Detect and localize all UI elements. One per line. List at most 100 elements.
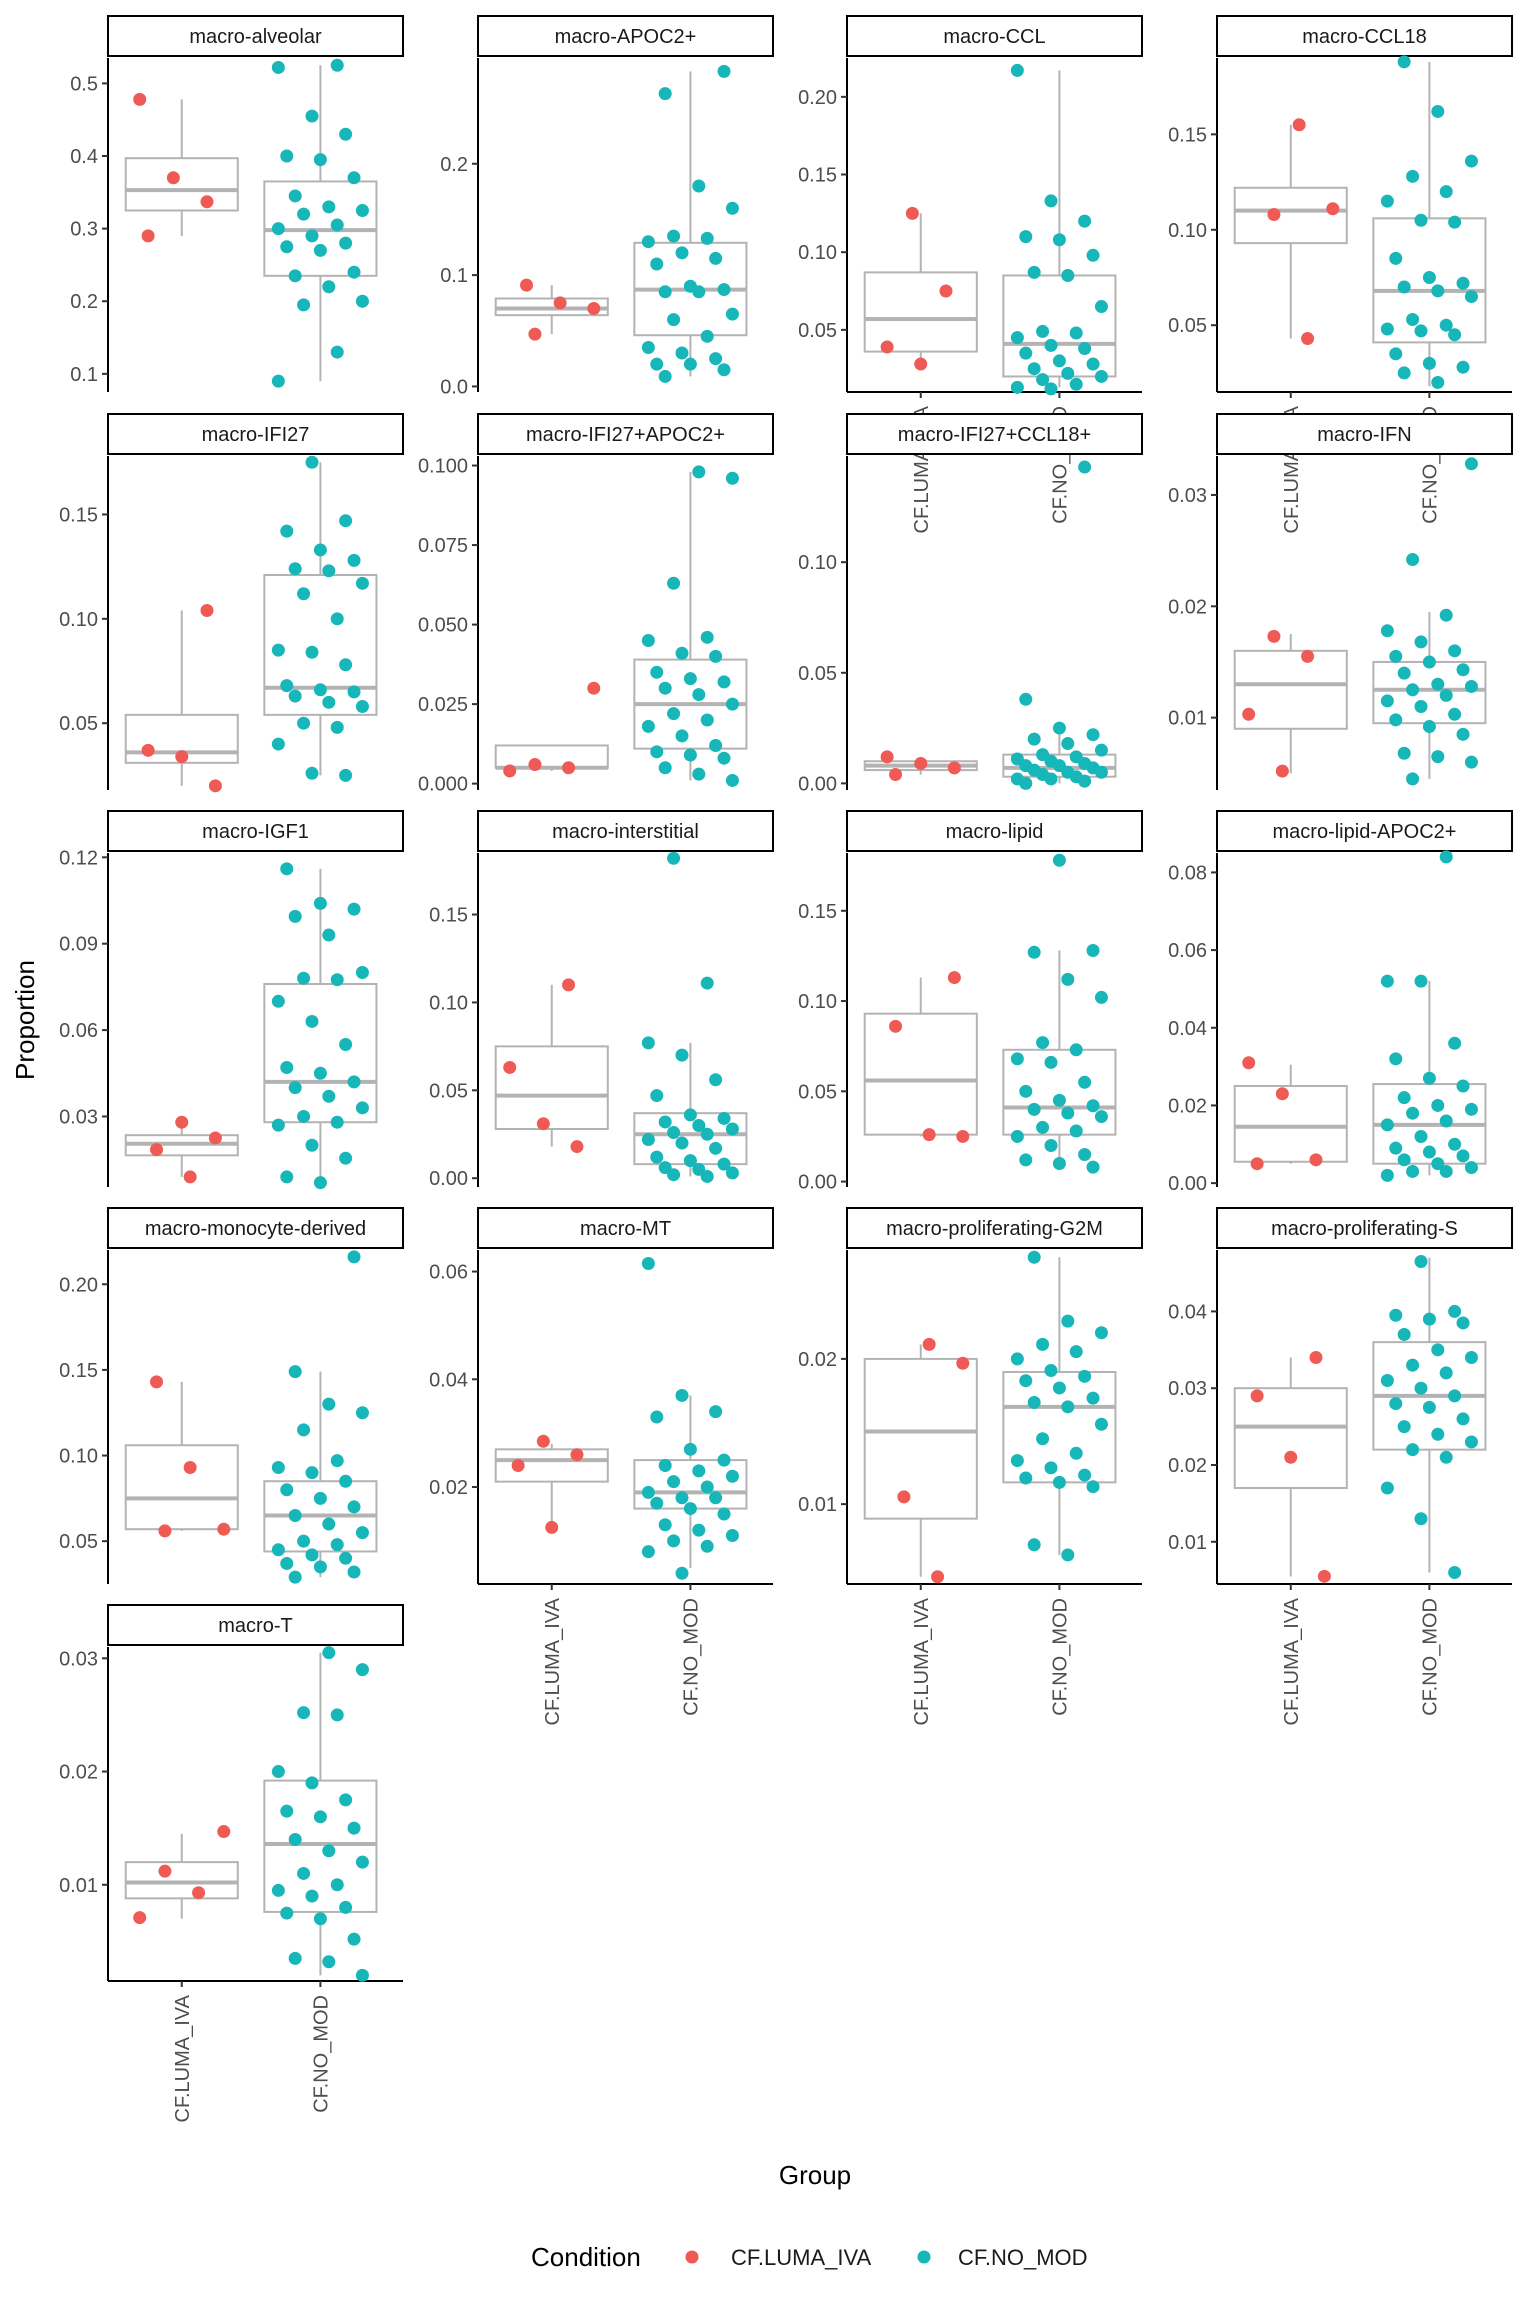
y-tick-label: 0.04 [1168, 1018, 1207, 1040]
data-point [1069, 1446, 1083, 1460]
data-point [1439, 608, 1453, 622]
data-point [1292, 118, 1306, 132]
data-point [1448, 328, 1462, 342]
data-point [355, 1526, 369, 1540]
data-point [717, 751, 731, 765]
data-point [280, 149, 294, 163]
data-point [1397, 280, 1411, 294]
strip-title: macro-lipid-APOC2+ [1273, 821, 1457, 843]
data-point [570, 1140, 584, 1154]
data-point [1044, 1055, 1058, 1069]
data-point [280, 1556, 294, 1570]
data-point [880, 340, 894, 354]
data-point [1078, 214, 1092, 228]
data-point [271, 1883, 285, 1897]
data-point [692, 179, 706, 193]
data-point [339, 1037, 353, 1051]
y-tick-label: 0.04 [429, 1369, 468, 1391]
data-point [280, 524, 294, 538]
data-point [1094, 743, 1108, 757]
data-point [587, 681, 601, 695]
y-tick-label: 0.10 [429, 992, 468, 1014]
data-point [922, 1337, 936, 1351]
data-point [1086, 248, 1100, 262]
data-point [330, 1538, 344, 1552]
y-tick-label: 0.01 [1168, 708, 1207, 730]
y-tick-label: 0.10 [1168, 220, 1207, 242]
y-tick-label: 0.01 [1168, 1532, 1207, 1554]
data-point [330, 720, 344, 734]
data-point [562, 978, 576, 992]
data-point [1464, 457, 1478, 471]
data-point [1397, 666, 1411, 680]
x-tick-label: CF.NO_MOD [1419, 1598, 1441, 1716]
data-point [1431, 375, 1445, 389]
data-point [355, 1855, 369, 1869]
y-tick-label: 0.02 [1168, 1455, 1207, 1477]
data-point [313, 543, 327, 557]
data-point [1456, 360, 1470, 374]
data-point [914, 357, 928, 371]
data-point [956, 1129, 970, 1143]
data-point [166, 171, 180, 185]
x-tick-label: CF.LUMA_IVA [542, 1597, 564, 1725]
data-point [528, 327, 542, 341]
data-point [1078, 1075, 1092, 1089]
y-tick-label: 0.20 [59, 1274, 98, 1296]
data-point [675, 1566, 689, 1580]
data-point [1414, 1512, 1428, 1526]
strip-title: macro-IFI27+CCL18+ [898, 424, 1091, 446]
data-point [641, 633, 655, 647]
legend-label-luma-iva: CF.LUMA_IVA [731, 2245, 872, 2270]
data-point [1019, 776, 1033, 790]
data-point [313, 683, 327, 697]
data-point [1464, 154, 1478, 168]
y-tick-label: 0.01 [59, 1875, 98, 1897]
y-tick-label: 0.08 [1168, 862, 1207, 884]
data-point [1406, 683, 1420, 697]
data-point [1448, 1304, 1462, 1318]
data-point [305, 1138, 319, 1152]
facet-panel-macro-monocyte-derived: macro-monocyte-derived 0.05 0.10 0.15 0.20 [59, 1207, 404, 1584]
strip-title: macro-IFI27+APOC2+ [526, 424, 725, 446]
data-point [322, 1844, 336, 1858]
data-point [1431, 1098, 1445, 1112]
data-point [1406, 312, 1420, 326]
y-tick-label: 0.1 [70, 364, 98, 386]
data-point [1389, 1141, 1403, 1155]
data-point [1069, 326, 1083, 340]
data-point [1094, 1326, 1108, 1340]
data-point [1086, 1160, 1100, 1174]
data-point [322, 1089, 336, 1103]
data-point [1052, 721, 1066, 735]
data-point [1422, 655, 1436, 669]
data-point [1439, 1114, 1453, 1128]
strip-box [477, 810, 774, 852]
data-point [339, 514, 353, 528]
data-point [553, 296, 567, 310]
data-point [158, 1864, 172, 1878]
data-point [1036, 1337, 1050, 1351]
data-point [288, 1951, 302, 1965]
data-point [683, 357, 697, 371]
data-point [709, 1405, 723, 1419]
y-tick-label: 0.2 [440, 154, 468, 176]
data-point [1069, 1043, 1083, 1057]
data-point [1448, 215, 1462, 229]
data-point [667, 851, 681, 865]
data-point [339, 658, 353, 672]
data-point [1380, 1168, 1394, 1182]
data-point [717, 283, 731, 297]
data-point [347, 1932, 361, 1946]
data-point [141, 229, 155, 243]
data-point [355, 700, 369, 713]
y-tick-label: 0.03 [59, 1648, 98, 1670]
data-point [667, 576, 681, 590]
data-point [1301, 332, 1315, 346]
data-point [347, 1075, 361, 1089]
data-point [133, 92, 147, 106]
data-point [339, 1900, 353, 1914]
data-point [1078, 1468, 1092, 1482]
data-point [587, 302, 601, 315]
data-point [1061, 1400, 1075, 1414]
